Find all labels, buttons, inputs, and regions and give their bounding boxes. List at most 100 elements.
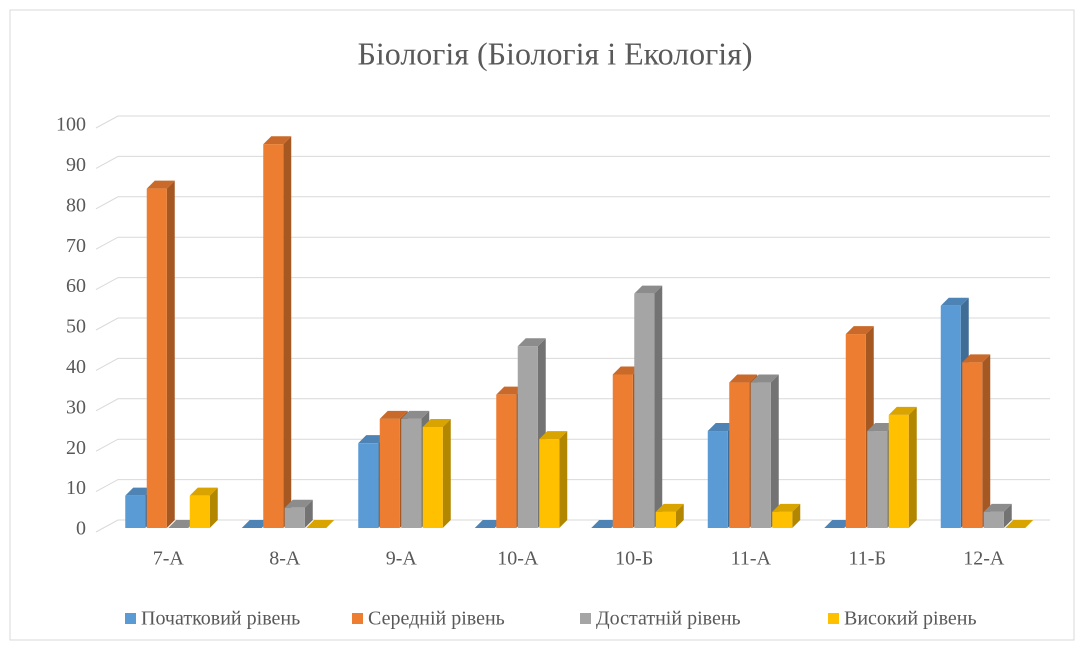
bar-face [962, 354, 991, 363]
bar-face [209, 487, 218, 528]
bar-face [654, 285, 663, 528]
bar-face [263, 136, 292, 145]
bar-face [612, 366, 641, 375]
chart-title: Біологія (Біологія і Екологія) [357, 35, 752, 71]
bar-face [634, 293, 655, 528]
bar-face [888, 406, 917, 415]
legend-label: Високий рівень [844, 608, 977, 630]
bar [168, 520, 197, 528]
legend-label: Середній рівень [368, 608, 505, 630]
bar-face [750, 374, 779, 383]
bar-face [940, 297, 969, 306]
bar-face [125, 487, 154, 496]
bar-face [189, 495, 210, 528]
bar-face [539, 439, 560, 528]
bar-face [517, 338, 546, 347]
bar-face [146, 180, 175, 189]
y-tick-label: 0 [76, 518, 86, 540]
y-tick-label: 10 [66, 477, 86, 499]
bar-face [792, 503, 801, 528]
x-tick-label: 10-А [497, 548, 539, 570]
bar [772, 503, 801, 528]
grid-line [95, 357, 1050, 371]
bar-face [772, 503, 801, 512]
y-tick-label: 50 [66, 316, 86, 338]
chart-border [9, 9, 1075, 641]
bar-face [146, 188, 167, 528]
y-tick-label: 70 [66, 235, 86, 257]
bar-face [283, 136, 292, 528]
grid-line [95, 115, 1050, 129]
bar-face [982, 354, 991, 528]
legend-swatch [352, 613, 363, 624]
grid-line [95, 196, 1050, 210]
bar-face [263, 144, 284, 528]
grid-line [95, 155, 1050, 169]
legend-label: Початковий рівень [141, 608, 300, 630]
bar-face [888, 414, 909, 528]
x-tick-label: 7-А [153, 548, 185, 570]
bar-face [940, 305, 961, 528]
bar-face [539, 431, 568, 440]
bar-face [772, 511, 793, 528]
bar-face [675, 503, 684, 528]
bar [263, 136, 292, 528]
legend-swatch [828, 613, 839, 624]
bar-face [1003, 503, 1012, 528]
bar-face [845, 334, 866, 528]
bar-face [401, 418, 422, 528]
bar [824, 520, 853, 528]
grid-line [95, 317, 1050, 331]
bar-face [559, 431, 568, 528]
bar [539, 431, 568, 528]
bar-face [358, 435, 387, 444]
bar-face [591, 520, 620, 528]
bar [1005, 520, 1034, 528]
bar-face [729, 382, 750, 528]
bar-face [908, 406, 917, 528]
y-tick-label: 20 [66, 437, 86, 459]
bar-face [284, 507, 305, 528]
legend-swatch [580, 613, 591, 624]
bar-face [284, 499, 313, 508]
bar [474, 520, 503, 528]
legend-swatch [125, 613, 136, 624]
y-tick-label: 90 [66, 154, 86, 176]
x-tick-label: 11-Б [849, 548, 886, 570]
bar-face [983, 503, 1012, 512]
bar-face [125, 495, 146, 528]
bar-face [707, 423, 736, 432]
x-tick-label: 11-А [731, 548, 772, 570]
bar-face [442, 419, 451, 528]
bar-face [241, 520, 270, 528]
x-tick-label: 10-Б [615, 548, 653, 570]
x-tick-label: 12-А [963, 548, 1005, 570]
bar [655, 503, 684, 528]
y-tick-label: 60 [66, 275, 86, 297]
bar [591, 520, 620, 528]
bar-face [655, 503, 684, 512]
bar-face [655, 511, 676, 528]
grid-line [95, 277, 1050, 291]
x-tick-label: 9-А [386, 548, 418, 570]
bar-face [612, 374, 633, 528]
bar-face [474, 520, 503, 528]
bar-face [867, 423, 896, 432]
bar-face [168, 520, 197, 528]
bar-face [401, 410, 430, 419]
bar [189, 487, 218, 528]
bar [422, 419, 451, 528]
bar-face [422, 427, 443, 528]
bar [284, 499, 313, 528]
y-tick-label: 30 [66, 396, 86, 418]
legend-label: Достатній рівень [596, 608, 741, 630]
bar [634, 285, 663, 528]
bar-face [496, 386, 525, 395]
bar-face [845, 326, 874, 335]
y-tick-label: 40 [66, 356, 86, 378]
bar-face [166, 180, 175, 528]
bar [306, 520, 335, 528]
bar-face [983, 511, 1004, 528]
bar-face [962, 362, 983, 528]
